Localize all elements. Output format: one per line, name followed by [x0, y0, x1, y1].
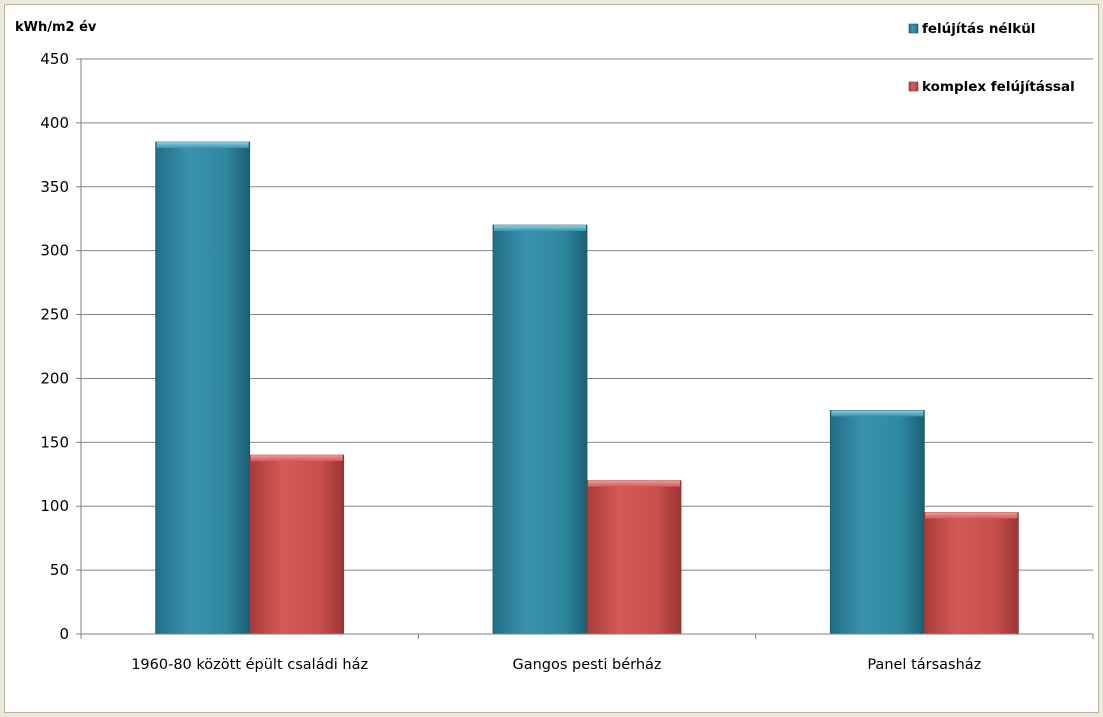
- bar-highlight: [925, 512, 1018, 519]
- legend: felújítás nélkül komplex felújítással: [908, 21, 1075, 95]
- legend-item: komplex felújítással: [908, 79, 1075, 95]
- y-axis-label: kWh/m2 év: [15, 20, 97, 35]
- bar-highlight: [588, 480, 680, 487]
- bar-highlight: [250, 455, 343, 462]
- legend-label: komplex felújítással: [922, 79, 1075, 95]
- bar-body: [249, 454, 345, 635]
- category-label: 1960-80 között épült családi ház: [131, 657, 368, 673]
- bar: [492, 224, 588, 635]
- bar-body: [829, 409, 925, 635]
- bar-highlight: [494, 225, 586, 232]
- y-tick-label: 200: [40, 369, 69, 387]
- bar-body: [492, 224, 588, 635]
- bar-body: [586, 480, 682, 635]
- bar: [586, 480, 682, 635]
- bar-highlight: [831, 410, 924, 417]
- legend-swatch: [908, 81, 919, 92]
- bar: [923, 512, 1019, 635]
- y-tick-label: 100: [40, 497, 69, 515]
- y-tick-label: 450: [40, 50, 69, 68]
- bar-chart: kWh/m2 év 0 50 100 150 200 250 300 350 400 450 19…: [15, 20, 1094, 673]
- bar-highlight: [156, 142, 249, 149]
- x-axis: [80, 59, 1094, 639]
- y-tick-label: 50: [50, 561, 69, 579]
- bar-body: [923, 512, 1019, 635]
- legend-swatch: [908, 23, 919, 34]
- bar: [249, 454, 345, 635]
- bar: [155, 141, 251, 635]
- chart-frame: kWh/m2 év 0 50 100 150 200 250 300 350 400 450 19…: [4, 4, 1099, 713]
- category-labels: 1960-80 között épült családi ház Gangos p…: [131, 657, 981, 673]
- y-tick-label: 350: [40, 178, 69, 196]
- y-tick-label: 250: [40, 306, 69, 324]
- legend-label: felújítás nélkül: [922, 21, 1035, 37]
- y-tick-label: 300: [40, 242, 69, 260]
- legend-item: felújítás nélkül: [908, 21, 1035, 37]
- bar-body: [155, 141, 251, 635]
- category-label: Gangos pesti bérház: [512, 657, 661, 673]
- y-tick-label: 0: [59, 625, 69, 643]
- category-label: Panel társasház: [867, 657, 981, 673]
- bars: [155, 141, 1019, 635]
- bar: [829, 409, 925, 635]
- y-tick-label: 150: [40, 433, 69, 451]
- y-axis-ticks: 0 50 100 150 200 250 300 350 400 450: [40, 50, 81, 643]
- y-tick-label: 400: [40, 114, 69, 132]
